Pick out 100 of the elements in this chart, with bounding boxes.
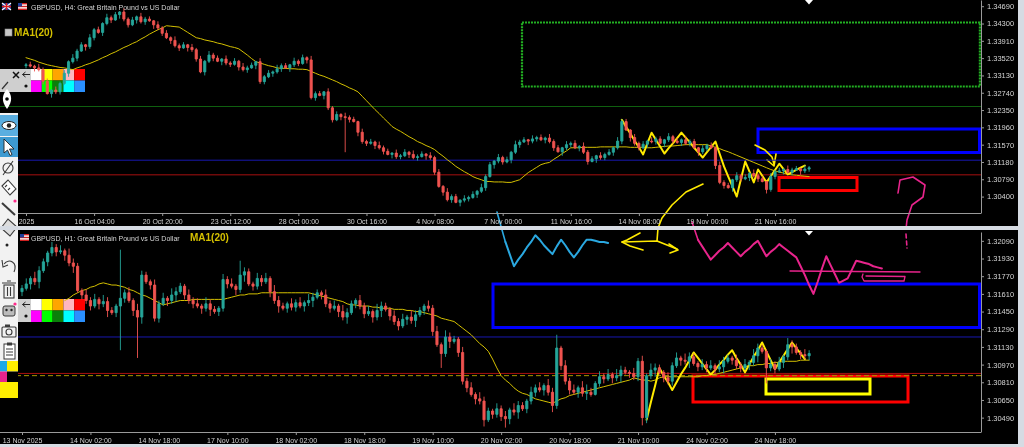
candlestick bbox=[29, 275, 33, 290]
candlestick bbox=[687, 351, 691, 369]
candlestick bbox=[667, 132, 671, 143]
candlestick bbox=[84, 43, 88, 52]
candlestick bbox=[448, 332, 452, 349]
candlestick bbox=[301, 54, 305, 66]
candlestick bbox=[225, 275, 229, 289]
candlestick bbox=[700, 358, 704, 371]
candlestick bbox=[97, 296, 101, 310]
candlestick bbox=[790, 167, 794, 176]
candlestick bbox=[619, 365, 623, 383]
candlestick bbox=[208, 298, 212, 317]
candlestick bbox=[264, 272, 268, 285]
candlestick bbox=[165, 295, 169, 307]
candlestick bbox=[337, 303, 341, 318]
candlestick bbox=[576, 385, 580, 399]
candlestick bbox=[803, 165, 807, 174]
candlestick bbox=[318, 90, 322, 97]
candlestick bbox=[296, 59, 300, 67]
candlestick bbox=[237, 59, 241, 72]
candlestick bbox=[765, 180, 769, 194]
candlestick bbox=[632, 367, 636, 381]
candlestick bbox=[255, 272, 259, 290]
candlestick bbox=[589, 387, 593, 398]
candlestick bbox=[294, 298, 298, 313]
candlestick bbox=[216, 55, 220, 63]
candlestick bbox=[174, 286, 178, 303]
candlestick bbox=[173, 35, 177, 48]
candlestick bbox=[769, 172, 773, 193]
candlestick bbox=[599, 151, 603, 161]
candlestick bbox=[688, 138, 692, 147]
candlestick bbox=[28, 61, 32, 68]
candlestick bbox=[471, 190, 475, 200]
candlestick bbox=[96, 26, 100, 35]
candlestick bbox=[615, 368, 619, 382]
candlestick bbox=[486, 407, 490, 423]
candlestick bbox=[386, 148, 390, 156]
candlestick bbox=[211, 52, 215, 62]
candlestick bbox=[409, 310, 413, 325]
candlestick bbox=[135, 15, 139, 24]
candlestick bbox=[569, 141, 573, 148]
candlestick bbox=[54, 86, 58, 95]
candlestick bbox=[58, 244, 63, 255]
candlestick bbox=[445, 187, 449, 202]
candlestick bbox=[543, 136, 547, 144]
candlestick bbox=[247, 268, 251, 287]
line-series bbox=[620, 118, 806, 198]
candlestick bbox=[369, 138, 373, 146]
candlestick bbox=[773, 360, 777, 374]
candlestick bbox=[491, 408, 495, 420]
candlestick bbox=[538, 381, 542, 393]
candlestick bbox=[580, 380, 584, 398]
candlestick bbox=[539, 134, 543, 142]
candlestick bbox=[454, 193, 458, 204]
candlestick bbox=[388, 306, 392, 321]
candlestick bbox=[181, 41, 185, 50]
candlestick bbox=[233, 57, 237, 67]
candlestick bbox=[292, 57, 296, 68]
candlestick bbox=[311, 292, 315, 308]
candlestick bbox=[653, 363, 657, 378]
candlestick bbox=[379, 301, 383, 318]
candlestick bbox=[717, 359, 721, 373]
candlestick bbox=[705, 143, 709, 152]
candlestick bbox=[153, 279, 157, 322]
candlestick bbox=[224, 55, 228, 66]
candlestick bbox=[675, 137, 679, 145]
candlestick bbox=[679, 355, 683, 367]
candlestick bbox=[739, 173, 743, 182]
candlestick bbox=[508, 407, 512, 425]
candlestick bbox=[777, 356, 781, 372]
candlestick bbox=[221, 273, 225, 313]
candlestick bbox=[106, 296, 110, 318]
candlestick bbox=[164, 29, 168, 40]
candlestick bbox=[93, 293, 97, 309]
candlestick bbox=[482, 396, 486, 427]
candlestick bbox=[399, 153, 403, 160]
candlestick bbox=[140, 270, 144, 325]
candlestick bbox=[414, 310, 418, 328]
candlestick bbox=[241, 62, 245, 72]
candlestick bbox=[204, 296, 208, 313]
candlestick bbox=[594, 154, 598, 164]
candlestick bbox=[170, 287, 174, 305]
candlestick bbox=[33, 64, 37, 72]
candlestick bbox=[143, 16, 147, 26]
candlestick bbox=[254, 60, 258, 70]
candlestick bbox=[645, 139, 649, 149]
candlestick bbox=[764, 348, 768, 384]
candlestick bbox=[113, 11, 117, 22]
candlestick bbox=[662, 369, 666, 383]
candlestick bbox=[144, 271, 148, 285]
candlestick bbox=[654, 136, 658, 146]
candlestick bbox=[530, 134, 534, 144]
candlestick bbox=[552, 138, 556, 152]
candlestick bbox=[322, 90, 326, 100]
candlestick bbox=[526, 138, 530, 146]
candlestick bbox=[422, 303, 426, 316]
candlestick bbox=[309, 55, 313, 100]
candlestick bbox=[650, 136, 654, 144]
candlestick bbox=[623, 366, 627, 375]
candlestick bbox=[341, 304, 345, 321]
